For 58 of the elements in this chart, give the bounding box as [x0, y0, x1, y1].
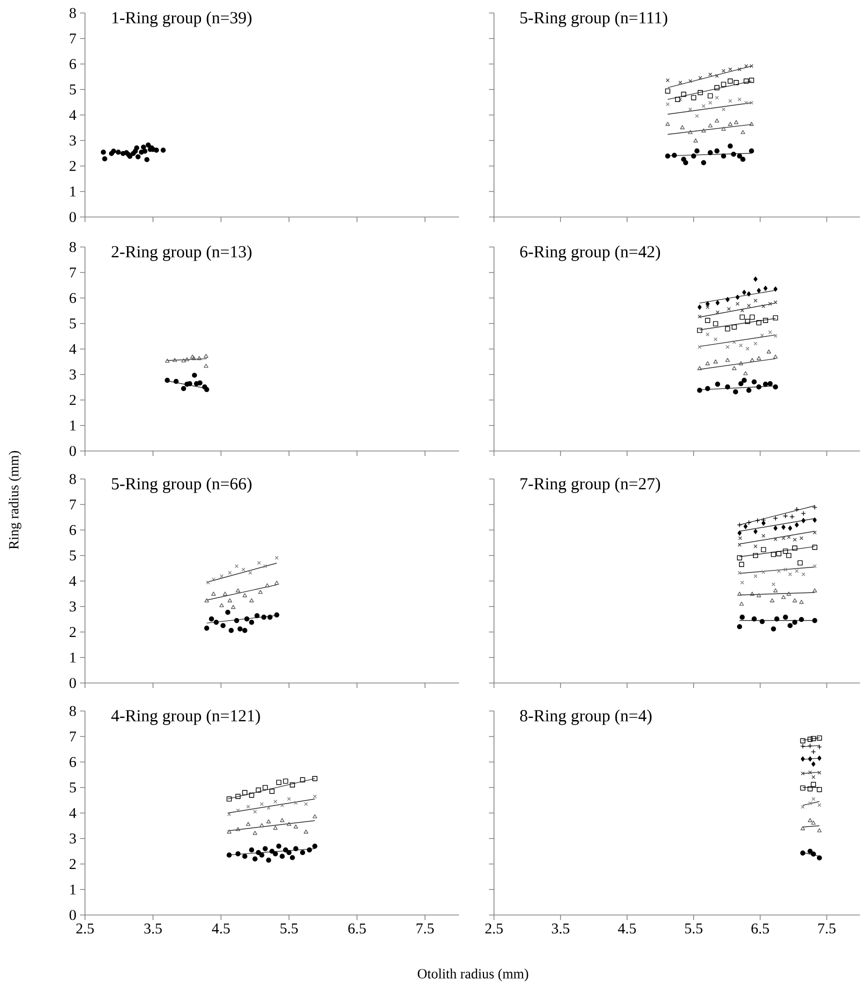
y-tick-label: 3	[70, 601, 76, 612]
x-tick-label: 4.5	[212, 924, 230, 934]
y-tick-label: 3	[70, 833, 76, 844]
y-tick-label: 3	[70, 369, 76, 380]
chart-title: 2-Ring group (n=13)	[112, 246, 252, 261]
y-tick-label: 0	[70, 678, 76, 688]
y-tick-label: 6	[70, 58, 76, 70]
y-tick-label: 1	[70, 884, 76, 894]
y-tick-label: 5	[70, 84, 76, 94]
y-tick-label: 0	[70, 446, 76, 456]
y-tick-label: 2	[70, 627, 76, 637]
y-tick-label: 2	[70, 161, 76, 171]
y-tick-label: 5	[70, 318, 76, 328]
y-tick-label: 6	[70, 524, 76, 536]
y-tick-label: 1	[70, 186, 76, 196]
x-tick-label: 3.5	[144, 924, 162, 934]
y-tick-label: 8	[70, 8, 76, 18]
chart-title: 8-Ring group (n=4)	[520, 710, 652, 725]
y-tick-label: 6	[70, 756, 76, 768]
y-tick-label: 3	[70, 135, 76, 146]
x-tick-label: 5.5	[685, 924, 702, 934]
chart-title: 4-Ring group (n=121)	[111, 710, 260, 725]
x-tick-label: 5.5	[280, 924, 298, 934]
y-tick-label: 2	[70, 859, 76, 869]
y-tick-label: 8	[70, 242, 76, 252]
y-tick-label: 0	[70, 212, 76, 222]
y-tick-label: 6	[70, 292, 76, 304]
y-tick-label: 7	[70, 732, 76, 742]
y-tick-label: 4	[69, 576, 76, 586]
y-tick-label: 4	[69, 110, 76, 120]
y-tick-label: 7	[70, 268, 76, 278]
x-axis-title: Otolith radius (mm)	[418, 968, 528, 982]
chart-title: 6-Ring group (n=42)	[520, 246, 660, 261]
x-tick-label: 7.5	[818, 924, 836, 934]
y-tick-label: 4	[69, 808, 76, 818]
x-tick-label: 4.5	[618, 924, 636, 934]
x-tick-label: 3.5	[552, 924, 570, 934]
y-tick-label: 5	[70, 550, 76, 560]
y-tick-label: 8	[70, 706, 76, 716]
chart-title: 5-Ring group (n=66)	[112, 478, 252, 493]
x-tick-label: 7.5	[416, 924, 434, 934]
chart-title: 1-Ring group (n=39)	[112, 12, 252, 27]
y-axis-title: Ring radius (mm)	[8, 451, 22, 550]
chart-title: 5-Ring group (n=111)	[520, 12, 668, 27]
y-tick-label: 7	[70, 500, 76, 510]
y-tick-label: 4	[69, 344, 76, 354]
y-tick-label: 1	[70, 652, 76, 662]
x-tick-label: 6.5	[348, 924, 366, 934]
y-tick-label: 8	[70, 474, 76, 484]
y-tick-label: 7	[70, 34, 76, 44]
y-tick-label: 0	[70, 910, 76, 920]
x-tick-label: 6.5	[751, 924, 769, 934]
y-tick-label: 2	[70, 395, 76, 405]
y-tick-label: 1	[70, 420, 76, 430]
chart-title: 7-Ring group (n=27)	[520, 478, 660, 493]
x-tick-label: 2.5	[76, 924, 94, 934]
y-tick-label: 5	[70, 782, 76, 792]
x-tick-label: 2.5	[485, 924, 503, 934]
